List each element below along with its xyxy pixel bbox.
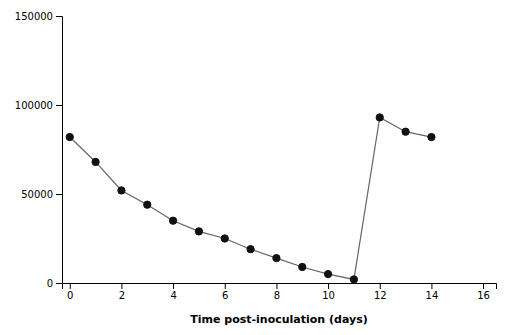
- point: [92, 158, 99, 165]
- point: [402, 128, 409, 135]
- point: [169, 217, 176, 224]
- x-tick-label: 8: [274, 290, 280, 301]
- x-tick-mark: [121, 283, 122, 289]
- x-tick: 8: [274, 283, 280, 301]
- chart: 0 2 4 6 8 10 12 14 16 0 50000 100000 150000 Time post…: [0, 0, 518, 335]
- x-tick-label: 6: [222, 290, 228, 301]
- x-tick-label: 4: [170, 290, 176, 301]
- x-tick: 12: [374, 283, 387, 301]
- x-tick-mark: [70, 283, 71, 289]
- x-tick-mark: [380, 283, 381, 289]
- x-tick: 0: [67, 283, 73, 301]
- point: [144, 201, 151, 208]
- y-tick-mark: [56, 283, 62, 284]
- x-tick-label: 10: [322, 290, 335, 301]
- point: [247, 246, 254, 253]
- x-tick-mark: [225, 283, 226, 289]
- x-tick: 4: [170, 283, 176, 301]
- x-axis-line: [63, 284, 497, 290]
- x-tick-mark: [328, 283, 329, 289]
- y-tick-label: 150000: [15, 11, 53, 22]
- y-tick-label: 50000: [21, 189, 53, 200]
- y-tick-label: 0: [47, 278, 53, 289]
- x-tick-mark: [276, 283, 277, 289]
- y-axis-line: [56, 17, 63, 284]
- y-tick-mark: [56, 194, 62, 195]
- x-tick-mark: [483, 283, 484, 289]
- y-tick-mark: [56, 16, 62, 17]
- y-tick: 50000: [21, 189, 62, 200]
- point: [273, 254, 280, 261]
- y-tick-label: 100000: [15, 100, 53, 111]
- point: [118, 187, 125, 194]
- y-tick: 0: [47, 278, 62, 289]
- x-tick-label: 0: [67, 290, 73, 301]
- marks: [66, 114, 435, 283]
- y-axis: 0 50000 100000 150000: [15, 11, 63, 289]
- x-tick: 2: [119, 283, 125, 301]
- point: [350, 276, 357, 283]
- point: [428, 133, 435, 140]
- y-tick: 100000: [15, 100, 62, 111]
- x-tick-label: 16: [477, 290, 490, 301]
- x-axis-label: Time post-inoculation (days): [190, 313, 368, 326]
- point: [376, 114, 383, 121]
- x-tick: 6: [222, 283, 228, 301]
- point: [195, 228, 202, 235]
- point: [221, 235, 228, 242]
- point: [324, 270, 331, 277]
- x-tick-mark: [431, 283, 432, 289]
- point: [299, 263, 306, 270]
- x-tick-label: 12: [374, 290, 387, 301]
- point: [66, 133, 73, 140]
- y-tick: 150000: [15, 11, 62, 22]
- x-axis: 0 2 4 6 8 10 12 14 16: [63, 283, 497, 301]
- line: [70, 117, 432, 279]
- plot-area: 0 2 4 6 8 10 12 14 16 0 50000 100000 150000: [15, 11, 497, 301]
- y-tick-mark: [56, 105, 62, 106]
- x-tick-mark: [173, 283, 174, 289]
- x-tick-label: 14: [426, 290, 439, 301]
- x-tick: 16: [477, 283, 490, 301]
- x-tick: 14: [426, 283, 439, 301]
- x-tick-label: 2: [119, 290, 125, 301]
- x-tick: 10: [322, 283, 335, 301]
